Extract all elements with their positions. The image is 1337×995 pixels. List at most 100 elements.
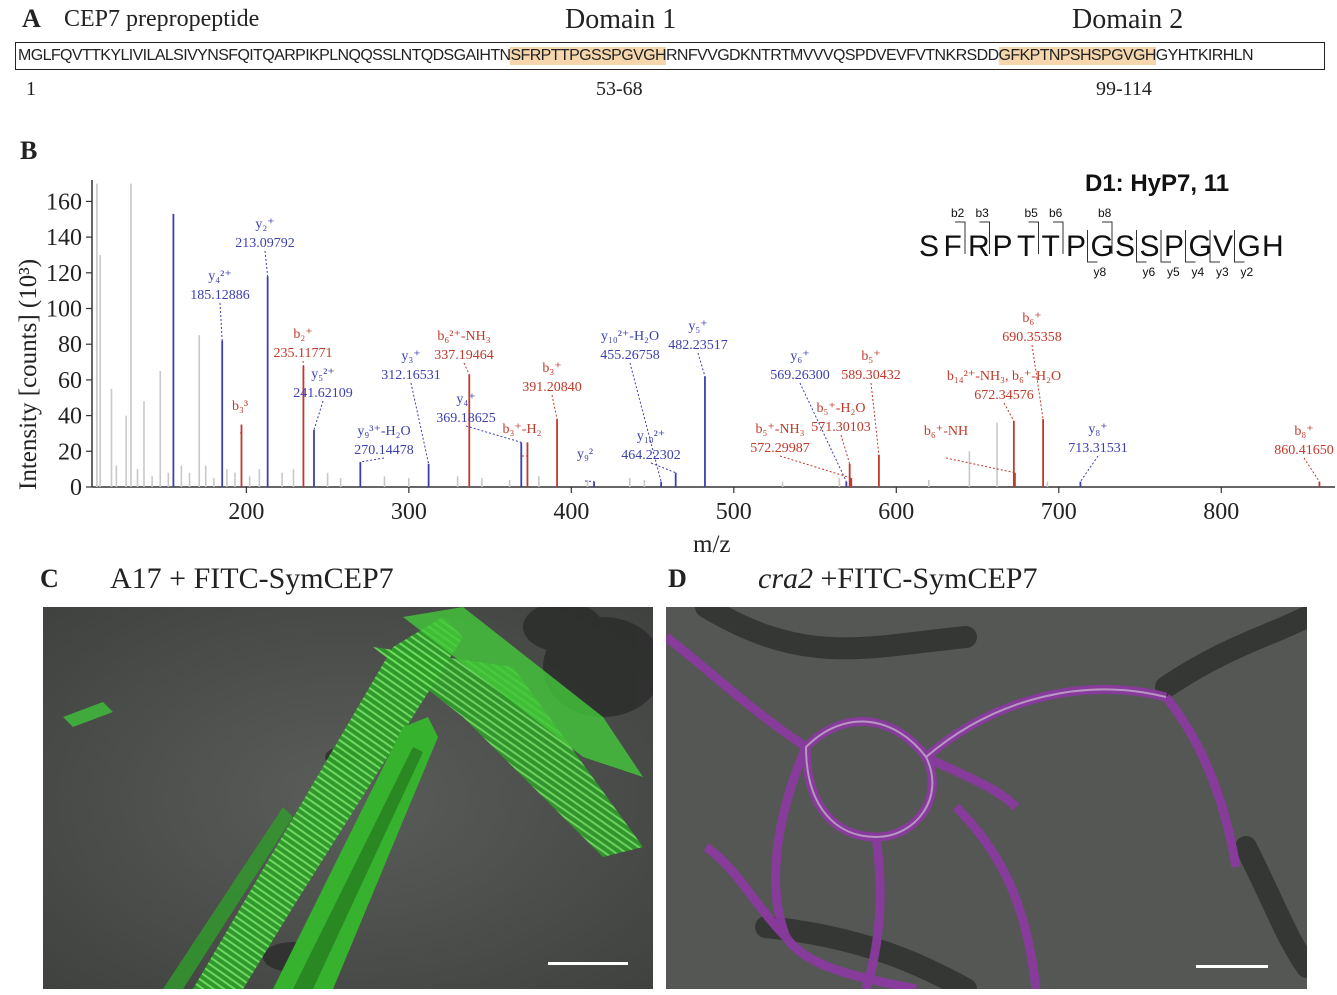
y-tick-label: 0 bbox=[70, 475, 82, 501]
position-start: 1 bbox=[26, 78, 36, 100]
sequence-box: MGLFQVTTKYLIVILALSIVYNSFQITQARPIKPLNQQSS… bbox=[15, 42, 1325, 70]
peak-labels: y₄²⁺ 185.12886 y₂⁺ 213.09792 y₅²⁺ 241.62109 y₉… bbox=[190, 217, 1334, 483]
chart-axes: 0 20 40 60 80 100 120 140 160 200 300 400 500 600 700 8… bbox=[46, 180, 1335, 525]
peptide-residue: T bbox=[1042, 230, 1060, 263]
peak-mz-label: 213.09792 bbox=[235, 236, 295, 251]
b-ion-mark: b6 bbox=[1049, 206, 1063, 220]
peak-mz-label: 337.19464 bbox=[434, 348, 494, 363]
mass-spectrum-chart: 0 20 40 60 80 100 120 140 160 200 300 400 500 600 700 8… bbox=[15, 180, 1335, 555]
peak-ion-label: y₉³⁺-H₂O bbox=[357, 424, 410, 439]
annotated-peaks bbox=[172, 213, 1321, 487]
y-tick-label: 80 bbox=[58, 332, 82, 358]
peak-ion-label: y₉² bbox=[577, 447, 593, 462]
peak-mz-label: 860.41650 bbox=[1274, 443, 1334, 458]
peak-ion-label: b₈⁺ bbox=[1294, 424, 1313, 439]
peak-ion-label: y₅²⁺ bbox=[311, 367, 334, 382]
sequence-segment: GYHTKIRHLN bbox=[1155, 47, 1254, 64]
peptide-residue: G bbox=[1091, 230, 1114, 263]
b-ion-bracket bbox=[979, 221, 990, 254]
peak-leader-line bbox=[219, 302, 223, 341]
peak-ion-label: b₅⁺ bbox=[861, 349, 880, 364]
y-ion-bracket bbox=[1185, 230, 1196, 263]
b-ion-bracket bbox=[1028, 221, 1039, 254]
peak-mz-label: 369.18625 bbox=[436, 411, 496, 426]
peak-ion-label: y₁₀²⁺-H₂O bbox=[601, 329, 659, 344]
peptide-residue: R bbox=[968, 230, 990, 263]
y-ion-mark: y2 bbox=[1241, 265, 1254, 279]
peak-mz-label: 391.20840 bbox=[522, 380, 582, 395]
y-ion-mark: y8 bbox=[1094, 265, 1107, 279]
peak-leader-line bbox=[465, 425, 522, 443]
genotype-name: cra2 bbox=[758, 562, 813, 595]
domain1-sequence: SFRPTTPGSSPGVGH bbox=[510, 47, 667, 65]
panel-b-letter: B bbox=[20, 136, 38, 165]
peak-leader-line bbox=[870, 382, 880, 455]
b-ion-mark: b3 bbox=[976, 206, 990, 220]
peak-ion-label: y₂⁺ bbox=[255, 217, 274, 232]
peak-ion-label: b₃⁺ bbox=[542, 361, 561, 376]
peak-ion-label: b₆²⁺-NH₃ bbox=[437, 329, 490, 344]
peak-ion-label: b₅⁺-H₂O bbox=[816, 401, 865, 416]
x-tick-label: 200 bbox=[228, 499, 264, 525]
y-ion-bracket bbox=[1234, 230, 1245, 263]
peptide-residue: P bbox=[993, 230, 1013, 263]
peak-mz-label: 185.12886 bbox=[190, 288, 250, 303]
peak-leader-line bbox=[410, 382, 430, 464]
peptide-residue: G bbox=[1189, 230, 1212, 263]
peak-leader-line bbox=[629, 362, 662, 482]
scale-bar bbox=[548, 962, 628, 965]
peak-ion-label: y₄²⁺ bbox=[208, 269, 231, 284]
panel-d-letter: D bbox=[668, 564, 687, 593]
y-tick-label: 60 bbox=[58, 368, 82, 394]
peak-ion-label: y₁₀²⁺ bbox=[637, 429, 665, 444]
peak-ion-label: y₃⁺ bbox=[401, 349, 420, 364]
peak-mz-label: 270.14478 bbox=[354, 443, 414, 458]
peak-leader-line bbox=[697, 352, 706, 377]
panel-a-title: CEP7 prepropeptide bbox=[64, 6, 260, 32]
y-ion-bracket bbox=[1209, 230, 1220, 263]
peak-mz-label: 455.26758 bbox=[600, 348, 660, 363]
b-ion-mark: b5 bbox=[1025, 206, 1039, 220]
x-tick-label: 400 bbox=[553, 499, 589, 525]
b-ion-bracket bbox=[955, 221, 966, 254]
position-domain1: 53-68 bbox=[596, 78, 643, 100]
scale-bar bbox=[1196, 965, 1268, 968]
panel-d-title: cra2 +FITC-SymCEP7 bbox=[758, 562, 1037, 596]
y-axis-title: Intensity [counts] (10³) bbox=[15, 259, 42, 490]
peak-mz-label: 572.29987 bbox=[750, 441, 810, 456]
panel-c-title: A17 + FITC-SymCEP7 bbox=[110, 562, 394, 595]
panel-d-title-rest: +FITC-SymCEP7 bbox=[813, 562, 1038, 595]
y-ion-mark: y5 bbox=[1167, 265, 1180, 279]
peptide-residue: H bbox=[1262, 230, 1284, 263]
x-tick-label: 500 bbox=[716, 499, 752, 525]
green-root-image bbox=[43, 607, 653, 989]
peak-ion-label: y₈⁺ bbox=[1088, 422, 1107, 437]
b-ion-bracket bbox=[1102, 221, 1113, 254]
peak-ion-label: b₃³ bbox=[232, 399, 248, 414]
x-tick-label: 800 bbox=[1203, 499, 1239, 525]
y-ion-mark: y6 bbox=[1143, 265, 1156, 279]
position-domain2: 99-114 bbox=[1096, 78, 1152, 100]
peptide-residue: F bbox=[944, 230, 962, 263]
peak-ion-label: y₅⁺ bbox=[688, 319, 707, 334]
peak-leader-line bbox=[360, 457, 385, 463]
peak-mz-label: 690.35358 bbox=[1002, 330, 1062, 345]
background-peaks bbox=[96, 183, 1049, 487]
y-tick-label: 120 bbox=[46, 261, 82, 287]
peak-mz-label: 672.34576 bbox=[974, 388, 1034, 403]
peak-leader-line bbox=[463, 362, 470, 375]
peak-ion-label: y₆⁺ bbox=[790, 349, 809, 364]
y-tick-label: 20 bbox=[58, 439, 82, 465]
peak-ion-label: y₄⁺ bbox=[456, 392, 475, 407]
peak-leader-line bbox=[551, 394, 558, 420]
peak-leader-line bbox=[584, 480, 595, 483]
peak-leader-line bbox=[779, 455, 852, 479]
peak-mz-label: 235.11771 bbox=[274, 346, 333, 361]
peptide-residue: S bbox=[1140, 230, 1160, 263]
peak-leader-line bbox=[840, 434, 851, 464]
peak-mz-label: 713.31531 bbox=[1068, 441, 1128, 456]
x-tick-label: 300 bbox=[391, 499, 427, 525]
peak-ion-label: b₆⁺ bbox=[1022, 311, 1041, 326]
b-ion-bracket bbox=[1053, 221, 1064, 254]
